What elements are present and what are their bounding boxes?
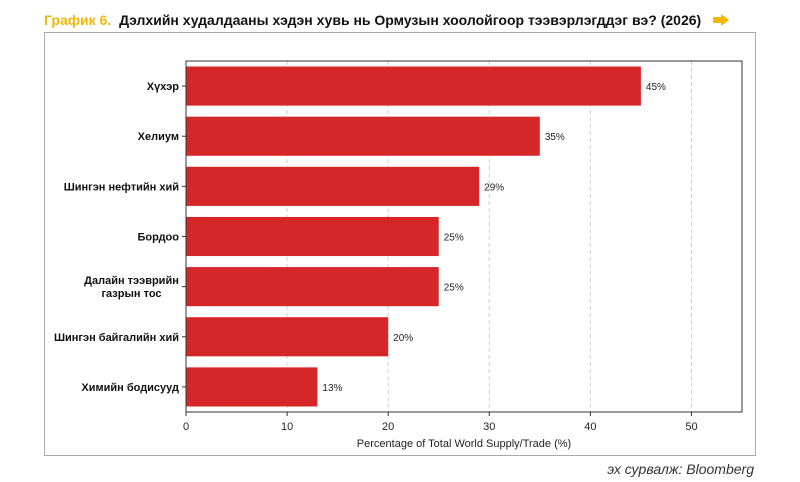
source-note: эх сурвалж: Bloomberg bbox=[607, 461, 754, 477]
value-label: 35% bbox=[545, 132, 565, 143]
bar bbox=[186, 267, 439, 307]
bar bbox=[186, 116, 540, 156]
arrow-right-icon bbox=[713, 14, 730, 26]
category-label: Химийн бодисууд bbox=[81, 382, 179, 394]
chart-title: Дэлхийн худалдааны хэдэн хувь нь Ормузын… bbox=[119, 12, 702, 28]
value-label: 45% bbox=[646, 82, 666, 93]
category-label-line: Химийн бодисууд bbox=[81, 382, 179, 394]
bar bbox=[186, 166, 480, 206]
value-label: 25% bbox=[444, 283, 464, 294]
x-tick-label: 0 bbox=[183, 421, 189, 433]
bar-chart: 45% Хүхэр 35% Хелиум 29% Шингэн нефтийн хий 25… bbox=[54, 60, 743, 450]
bar bbox=[186, 367, 318, 407]
category-label-line: Хүхэр bbox=[147, 81, 180, 93]
category-label: Шингэн байгалийн хий bbox=[54, 332, 179, 344]
figure-label: График 6. bbox=[44, 12, 112, 28]
x-tick-label: 20 bbox=[382, 421, 394, 433]
category-label: Хелиум bbox=[138, 131, 179, 143]
category-label: Шингэн нефтийн хий bbox=[64, 181, 179, 193]
bar bbox=[186, 66, 641, 106]
category-label-line: Бордоо bbox=[138, 232, 180, 244]
value-label: 29% bbox=[484, 182, 504, 193]
value-label: 20% bbox=[393, 333, 413, 344]
bar bbox=[186, 216, 439, 257]
chart-header: График 6. Дэлхийн худалдааны хэдэн хувь … bbox=[44, 9, 730, 31]
bar bbox=[186, 317, 389, 357]
category-label-line: газрын тос bbox=[101, 288, 161, 300]
value-label: 25% bbox=[444, 233, 464, 244]
category-label: Хүхэр bbox=[147, 81, 180, 93]
x-tick-label: 30 bbox=[483, 421, 495, 433]
category-label-line: Хелиум bbox=[138, 131, 179, 143]
plot-area bbox=[185, 60, 743, 413]
x-tick-label: 40 bbox=[584, 421, 596, 433]
value-label: 13% bbox=[322, 383, 342, 394]
x-tick-label: 10 bbox=[281, 421, 293, 433]
x-axis-label: Percentage of Total World Supply/Trade (… bbox=[357, 438, 571, 450]
x-tick-label: 50 bbox=[685, 421, 697, 433]
category-label: Бордоо bbox=[138, 232, 180, 244]
category-label: Далайн тээврийн газрын тос bbox=[84, 275, 179, 300]
chart-frame: 45% Хүхэр 35% Хелиум 29% Шингэн нефтийн хий 25… bbox=[44, 32, 756, 456]
category-label-line: Далайн тээврийн bbox=[84, 275, 179, 287]
category-label-line: Шингэн нефтийн хий bbox=[64, 181, 179, 193]
category-label-line: Шингэн байгалийн хий bbox=[54, 332, 179, 344]
